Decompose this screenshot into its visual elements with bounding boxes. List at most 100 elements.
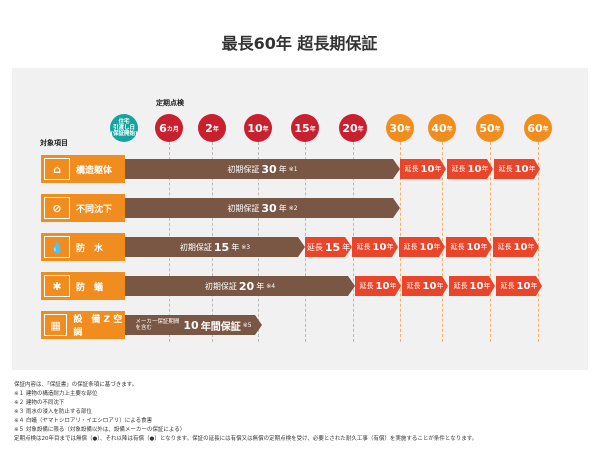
extension-unit: 年 — [480, 243, 488, 251]
extension-10-year-box: 延長 10 年 — [399, 237, 445, 257]
page-title: 最長60年 超長期保証 — [221, 34, 378, 53]
extension-10-year-box: 延長 10 年 — [400, 159, 446, 179]
warranty-unit: 年 — [278, 164, 287, 174]
no-subsidence-icon: ⊘ — [44, 197, 70, 219]
warranty-note: ※4 — [266, 282, 276, 290]
milestone-guide-line — [490, 142, 491, 342]
warranty-prefix: 初期保証 — [227, 203, 260, 213]
milestone-60-years: 60 年 — [524, 114, 552, 142]
milestone-15-years: 15 年 — [291, 114, 319, 142]
note-line: 保証内容は、「保証書」の保証条項に基づきます。 — [14, 382, 138, 388]
extension-years: 10 — [420, 163, 435, 175]
extension-10-year-box: 延長 10 年 — [447, 159, 493, 179]
note-line: ※５ 対象設備に限る（対象設備以外は、設備メーカーの保証による） — [14, 427, 186, 433]
extension-unit: 年 — [528, 165, 536, 173]
warranty-unit: 年 — [231, 242, 240, 252]
warranty-years: 30 — [261, 162, 277, 176]
extension-prefix: 延長 — [497, 243, 512, 251]
extension-bar: 延長 15 年 — [305, 237, 352, 257]
extension-years: 10 — [513, 241, 528, 253]
row-label: ✱ 防 蟻 — [41, 272, 125, 300]
initial-warranty-bar: 初期保証 20 年 ※4 — [125, 276, 355, 296]
milestone-40-years: 40 年 — [428, 114, 456, 142]
row-label: ⌂ 構造躯体 — [41, 155, 125, 183]
note-line: ※１ 建物の構造耐力上主要な部位 — [14, 391, 98, 397]
warranty-unit: 年 — [278, 203, 287, 213]
handover-line3: (保証開始) — [110, 131, 138, 137]
extension-unit: 年 — [436, 282, 444, 290]
extension-unit: 年 — [433, 243, 441, 251]
milestone-number: 6 — [159, 121, 167, 135]
note-line: ※４ 白蟻（ヤマトシロアリ・イエシロアリ）による食害 — [14, 418, 153, 424]
initial-warranty-bar: メーカー保証期間を含む 10 年間保証 ※5 — [125, 315, 262, 335]
extension-10-year-box: 延長 10 年 — [494, 159, 540, 179]
milestone-unit: カ月 — [166, 125, 179, 133]
handover-line2: 引渡し日 — [112, 125, 135, 131]
milestone-number: 30 — [389, 121, 405, 135]
extension-years: 10 — [466, 241, 481, 253]
row-label-text: 設 備 Z 空調 — [73, 315, 123, 338]
extension-unit: 年 — [481, 165, 489, 173]
warranty-unit: 年間保証 — [200, 321, 241, 333]
milestone-number: 50 — [479, 121, 495, 135]
notes: 保証内容は、「保証書」の保証条項に基づきます。 ※１ 建物の構造耐力上主要な部位 ※… — [14, 381, 477, 444]
note-line: 定期点検は20年目までは無償（●）、それ以降は有償（●）となります。保証の延長に… — [14, 436, 478, 442]
extension-unit: 年 — [434, 165, 442, 173]
warranty-prefix: 初期保証 — [179, 242, 212, 252]
extension-years: 10 — [372, 241, 387, 253]
extension-10-year-box: 延長 10 年 — [496, 276, 542, 296]
extension-prefix: 延長 — [359, 282, 374, 290]
target-label: 対象項目 — [40, 139, 68, 147]
extension-years: 10 — [516, 280, 531, 292]
warranty-years: 30 — [261, 201, 277, 215]
extension-years: 10 — [469, 280, 484, 292]
warranty-prefix: 初期保証 — [227, 164, 260, 174]
extension-prefix: 延長 — [498, 165, 513, 173]
milestone-unit: 年 — [262, 125, 269, 133]
milestone-number: 60 — [527, 121, 543, 135]
milestone-20-years: 20 年 — [339, 114, 367, 142]
water-drop-icon: 💧 — [44, 236, 70, 258]
extension-10-year-box: 延長 10 年 — [355, 276, 401, 296]
row-label: ▦ 設 備 Z 空調 — [41, 311, 125, 339]
extension-prefix: 延長 — [306, 242, 323, 252]
extension-prefix: 延長 — [403, 243, 418, 251]
no-termite-icon: ✱ — [44, 275, 70, 297]
row-label: 💧 防 水 — [41, 233, 125, 261]
milestone-guide-line — [442, 142, 443, 342]
warranty-unit: 年 — [256, 281, 265, 291]
extension-10-year-box: 延長 10 年 — [446, 237, 492, 257]
note-line: ※２ 建物の不同沈下 — [14, 400, 65, 406]
warranty-years: 15 — [213, 240, 230, 254]
extension-years: 10 — [514, 163, 529, 175]
warranty-note: ※5 — [242, 321, 252, 329]
extension-unit: 年 — [389, 282, 397, 290]
row-label: ⊘ 不同沈下 — [41, 194, 125, 222]
milestone-10-years: 10 年 — [244, 114, 272, 142]
milestone-30-years: 30 年 — [386, 114, 414, 142]
initial-warranty-bar: 初期保証 30 年 ※1 — [125, 159, 400, 179]
extension-years: 15 — [324, 240, 341, 254]
extension-prefix: 延長 — [450, 243, 465, 251]
milestone-unit: 年 — [212, 125, 219, 133]
extension-unit: 年 — [483, 282, 491, 290]
extension-10-year-box: 延長 10 年 — [352, 237, 398, 257]
milestone-number: 2 — [205, 121, 213, 135]
note-line: ※３ 雨水の浸入を防止する部位 — [14, 409, 92, 415]
extension-unit: 年 — [342, 242, 351, 252]
row-label-text: 防 蟻 — [76, 282, 104, 293]
milestone-number: 15 — [294, 121, 310, 135]
extension-years: 10 — [422, 280, 437, 292]
extension-10-year-box: 延長 10 年 — [493, 237, 539, 257]
milestone-unit: 年 — [446, 125, 453, 133]
warranty-note: ※3 — [241, 243, 251, 251]
extension-unit: 年 — [530, 282, 538, 290]
milestone-unit: 年 — [404, 125, 411, 133]
milestone-unit: 年 — [494, 125, 501, 133]
warranty-note: ※2 — [288, 204, 298, 212]
extension-prefix: 延長 — [500, 282, 515, 290]
house-structure-icon: ⌂ — [44, 158, 70, 180]
milestone-number: 20 — [342, 121, 358, 135]
milestone-unit: 年 — [309, 125, 316, 133]
